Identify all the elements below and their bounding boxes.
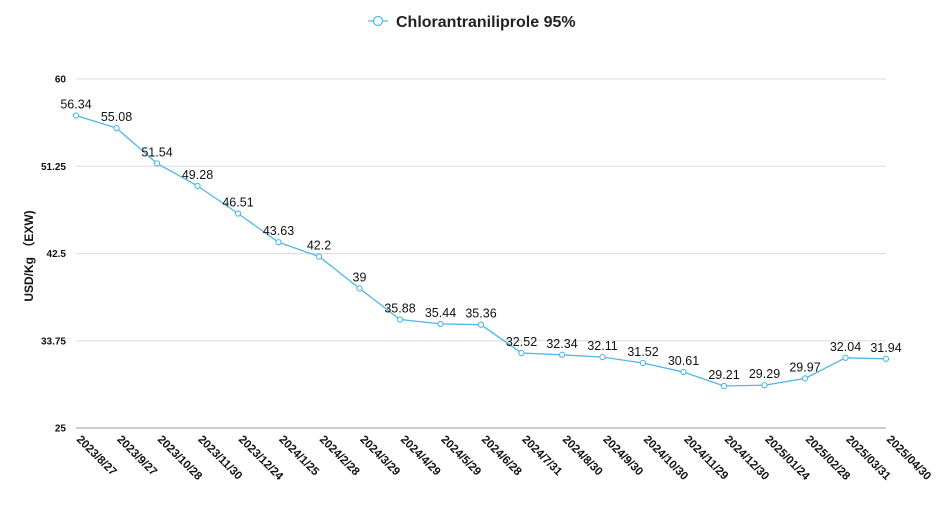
data-label: 51.54 [141, 145, 172, 159]
x-tick-label: 2024/2/28 [317, 434, 362, 479]
y-tick-label: 33.75 [41, 336, 66, 347]
data-label: 55.08 [101, 110, 132, 124]
data-label: 49.28 [182, 168, 213, 182]
data-point[interactable] [882, 355, 890, 362]
x-tick-label: 2023/8/27 [74, 434, 119, 479]
data-label: 39 [353, 270, 367, 284]
data-label: 32.11 [587, 339, 617, 353]
data-label: 29.29 [749, 367, 780, 381]
x-tick-label: 2024/7/31 [519, 434, 564, 479]
data-point[interactable] [518, 349, 525, 357]
data-label: 35.44 [425, 306, 456, 320]
y-tick-label: 42.5 [47, 249, 67, 260]
y-tick-label: 60 [55, 75, 67, 86]
x-tick-label: 2024/9/30 [600, 434, 645, 479]
data-label: 29.21 [708, 368, 739, 382]
data-label: 42.2 [307, 238, 331, 252]
data-point[interactable] [437, 320, 444, 328]
data-labels: 56.34 55.08 51.54 49.28 46.51 43.63 42.2 39 35.8… [60, 97, 901, 382]
data-point[interactable] [153, 160, 161, 167]
data-point[interactable] [842, 354, 849, 361]
data-point[interactable] [761, 382, 768, 389]
data-label: 43.63 [263, 224, 294, 238]
data-point[interactable] [639, 359, 647, 367]
data-point[interactable] [801, 375, 809, 382]
x-tick-label: 2023/9/27 [114, 434, 159, 479]
data-label: 46.51 [222, 196, 253, 210]
data-point[interactable] [599, 353, 606, 361]
data-label: 35.36 [465, 307, 496, 321]
x-axis: 2023/8/272023/9/272023/10/282023/11/3020… [74, 434, 933, 484]
data-label: 32.52 [506, 335, 537, 349]
legend[interactable]: Chlorantraniliprole 95% [368, 14, 576, 31]
data-label: 30.61 [668, 354, 699, 368]
data-point[interactable] [315, 253, 323, 260]
x-tick-label: 2024/8/30 [560, 434, 605, 479]
data-label: 32.04 [830, 340, 861, 354]
data-point[interactable] [275, 239, 282, 246]
data-point[interactable] [113, 124, 120, 132]
x-tick-label: 2024/5/29 [438, 434, 483, 479]
y-axis-label: USD/Kg （EXW) [21, 210, 36, 301]
x-tick-label: 2024/3/29 [357, 434, 402, 479]
data-label: 29.97 [789, 360, 820, 374]
data-label: 31.94 [870, 341, 901, 355]
series-line [75, 114, 887, 387]
data-point[interactable] [194, 182, 201, 190]
y-tick-label: 25 [55, 424, 67, 435]
data-label: 56.34 [60, 97, 91, 111]
series-group [72, 112, 890, 390]
grid-lines [76, 78, 886, 429]
data-point[interactable] [720, 382, 728, 390]
x-tick-label: 2024/6/28 [479, 434, 524, 479]
legend-marker-icon [372, 15, 384, 27]
data-point[interactable] [477, 321, 485, 328]
legend-label: Chlorantraniliprole 95% [396, 14, 576, 31]
y-axis: 25 33.75 42.5 51.25 60 [41, 75, 66, 435]
data-point[interactable] [356, 285, 363, 292]
y-tick-label: 51.25 [41, 162, 66, 173]
data-label: 32.34 [546, 337, 577, 351]
data-point[interactable] [396, 316, 404, 323]
data-point[interactable] [558, 351, 566, 358]
data-label: 35.88 [384, 302, 415, 316]
data-point[interactable] [234, 210, 242, 217]
x-tick-label: 2024/4/29 [398, 434, 443, 479]
data-point[interactable] [680, 368, 687, 376]
data-point[interactable] [72, 112, 80, 119]
data-label: 31.52 [627, 345, 658, 359]
